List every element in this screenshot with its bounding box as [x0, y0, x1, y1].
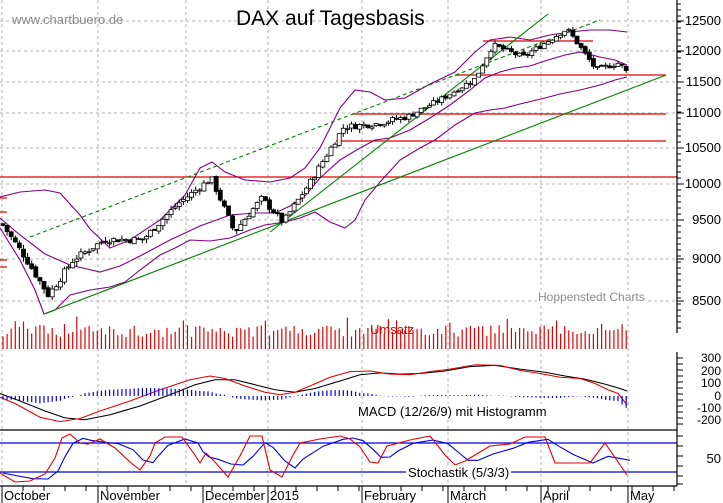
macd-tick-label: 200 — [700, 364, 721, 378]
price-tick-label: 9500 — [692, 212, 721, 227]
month-label: October — [4, 488, 51, 503]
macd-tick-label: 0 — [714, 389, 721, 403]
chart-title: DAX auf Tagesbasis — [236, 7, 425, 30]
month-label: February — [364, 488, 417, 503]
volume-label: Umsatz — [370, 322, 415, 337]
price-tick-label: 12000 — [684, 43, 721, 58]
price-tick-label: 11500 — [685, 74, 721, 89]
price-tick-label: 11000 — [685, 105, 721, 120]
trend-lines — [29, 13, 667, 315]
macd-tick-label: -200 — [696, 413, 721, 427]
month-label: December — [205, 488, 265, 503]
month-label: April — [543, 488, 570, 503]
price-tick-label: 8500 — [692, 293, 721, 308]
month-label: May — [630, 488, 655, 503]
stoch-tick-label: 50 — [706, 451, 721, 466]
month-label: November — [100, 488, 160, 503]
price-tick-label: 9000 — [692, 251, 721, 266]
resistance-lines — [0, 40, 677, 268]
price-tick-label: 10500 — [684, 140, 721, 155]
axes — [0, 0, 684, 503]
month-label: 2015 — [270, 488, 299, 503]
stochastic-label: Stochastik (5/3/3) — [406, 465, 512, 480]
macd-tick-label: 100 — [700, 376, 721, 390]
price-tick-label: 12500 — [684, 13, 721, 28]
candlesticks — [0, 26, 629, 301]
macd-label: MACD (12/26/9) mit Histogramm — [358, 404, 547, 419]
grid-lines — [0, 0, 677, 486]
macd-tick-label: -100 — [696, 401, 721, 415]
site-watermark: www.chartbuero.de — [12, 12, 124, 27]
volume-bars — [2, 316, 627, 349]
price-tick-label: 10000 — [684, 176, 721, 191]
macd-tick-label: 300 — [700, 351, 721, 365]
bollinger-bands — [0, 29, 628, 315]
stochastic-panel — [0, 429, 677, 483]
month-label: March — [450, 488, 487, 503]
data-source-label: Hoppenstedt Charts — [537, 290, 646, 304]
macd-panel — [0, 364, 628, 423]
